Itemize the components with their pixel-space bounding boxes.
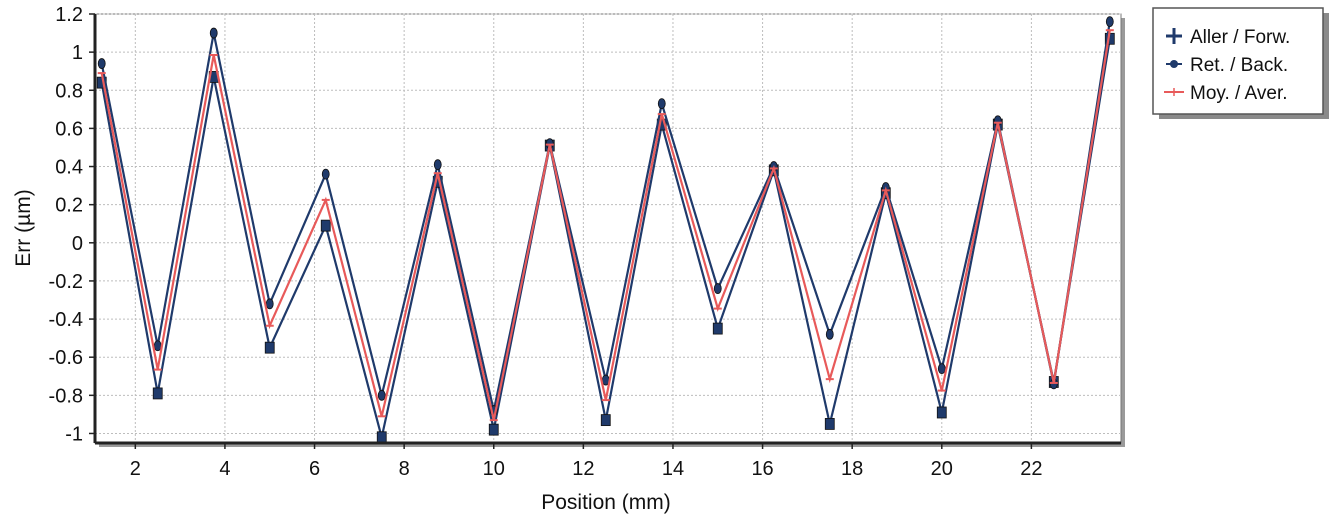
y-tick-label: 0.4 [55,157,83,179]
y-tick-label: 1 [72,42,83,64]
data-point-square [600,414,611,427]
data-point-square [824,418,835,430]
y-axis-label: Err (µm) [12,189,35,266]
grid [95,13,1121,443]
data-point-plus [209,27,218,39]
data-point-plus [97,58,106,69]
legend-marker-dot [1170,60,1178,68]
plot-area [94,13,1125,447]
data-point-plus [937,363,946,375]
data-point-square [936,406,947,419]
data-point-plus [1105,16,1114,28]
legend-box [1152,7,1324,115]
y-tick-label: 1.2 [55,4,83,26]
legend-item: Ret. / Back. [1166,55,1288,76]
y-tick-label: -0.6 [49,347,83,369]
y-tick-label: 0.6 [55,118,83,140]
data-point-square [152,387,163,400]
x-tick-label: 22 [1020,458,1042,480]
legend-item: Moy. / Aver. [1164,83,1288,104]
series-layer [96,16,1115,444]
data-point-plus [321,168,330,180]
data-point-plus [265,298,274,310]
legend-label: Ret. / Back. [1190,55,1288,76]
data-point-square [712,322,723,335]
legend-label: Moy. / Aver. [1190,83,1288,104]
y-tick-label: -0.4 [49,309,83,331]
data-point-plus [153,340,162,352]
x-tick-label: 8 [399,458,410,480]
x-tick-label: 20 [931,458,953,480]
y-tick-label: -1 [65,423,83,445]
x-tick-label: 2 [130,458,141,480]
x-tick-label: 18 [841,458,863,480]
data-point-plus [377,389,386,401]
y-tick-label: 0.8 [55,80,83,102]
x-tick-label: 12 [572,458,594,480]
data-point-square [376,431,387,444]
data-point-plus [825,328,834,340]
data-point-square [320,219,331,232]
x-tick-label: 6 [309,458,320,480]
legend: Aller / Forw. Ret. / Back. Moy. / Aver. [1152,7,1329,119]
x-tick-label: 14 [662,458,684,480]
series-3 [97,29,1114,422]
data-point-square [264,341,275,354]
data-point-plus [657,98,666,110]
axes: 2 4 6 8 10 12 14 16 18 20 22 -1 -0.8 -0.6 -0.4 -0.2 0 0.2… [49,4,1121,480]
y-tick-label: 0.2 [55,195,83,217]
x-tick-label: 4 [219,458,230,480]
x-axis-label: Position (mm) [541,491,671,514]
y-tick-label: -0.2 [49,271,83,293]
x-tick-label: 10 [483,458,505,480]
legend-label: Aller / Forw. [1190,27,1290,48]
legend-item: Aller / Forw. [1166,27,1290,48]
data-point-square [488,423,499,436]
y-tick-label: 0 [72,233,83,255]
data-point-plus [713,283,722,294]
y-tick-label: -0.8 [49,385,83,407]
x-tick-label: 16 [751,458,773,480]
data-point-plus [433,159,442,171]
